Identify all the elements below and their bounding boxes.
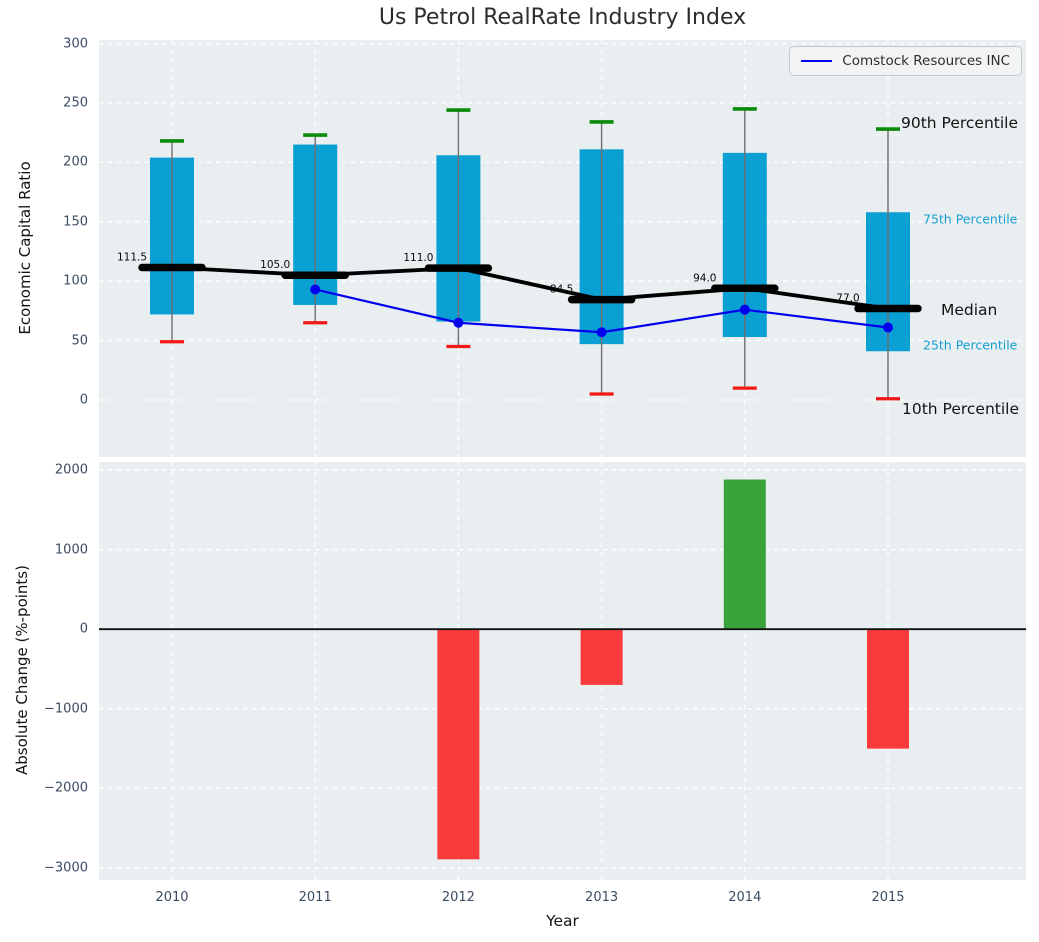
company-point-2012 [453,317,464,328]
box-2013 [579,120,624,396]
chart-title: Us Petrol RealRate Industry Index [378,5,747,30]
bottom-ytick-0: 0 [79,621,88,637]
annotation-75th-percentile: 75th Percentile [923,211,1018,227]
median-value-label: 111.5 [117,252,147,264]
xtick-2015: 2015 [871,890,905,905]
top-ytick-0: 0 [79,392,88,408]
top-ytick-50: 50 [71,333,88,349]
xtick-2013: 2013 [585,890,619,905]
annotation-median: Median [941,300,998,319]
change-bar-2014 [723,479,766,630]
median-line [171,265,889,311]
xtick-2010: 2010 [155,890,189,905]
bottom-ytick--1000: −1000 [44,701,88,717]
company-point-2014 [739,304,750,315]
xtick-2012: 2012 [441,890,475,905]
median-value-label: 94.0 [693,272,716,284]
bottom-ytick-1000: 1000 [54,542,88,558]
company-point-2013 [596,327,607,338]
bottom-y-axis-label: Absolute Change (%-points) [13,565,31,775]
bottom-panel-bars [99,462,1026,880]
box-2012 [436,108,481,349]
box-2015 [866,127,910,401]
top-panel-boxplot: 111.5 105.0 111.0 84.5 94.0 77.0 [99,40,1026,457]
bottom-ytick--3000: −3000 [44,860,88,876]
top-ytick-150: 150 [63,214,88,230]
legend: Comstock Resources INC [789,46,1022,76]
annotation-10th-percentile: 10th Percentile [902,400,1020,419]
annotation-90th-percentile: 90th Percentile [901,114,1019,133]
change-bar-2013 [580,629,623,685]
top-ytick-200: 200 [63,154,88,170]
bar-canvas [99,462,1026,880]
xtick-2014: 2014 [728,890,762,905]
top-ytick-250: 250 [63,95,88,111]
median-value-label: 77.0 [836,292,859,304]
box-2010 [150,139,194,344]
change-bar-2015 [867,629,909,749]
box-2014 [722,107,767,390]
company-point-2015 [883,322,893,333]
top-ytick-100: 100 [63,273,88,289]
legend-label: Comstock Resources INC [842,53,1010,69]
top-ytick-300: 300 [63,36,88,52]
line-swatch-icon [801,60,833,62]
median-value-label: 111.0 [403,252,433,264]
company-point-2011 [310,284,321,295]
bottom-ytick-2000: 2000 [54,462,88,478]
bottom-ytick--2000: −2000 [44,780,88,796]
median-value-label: 105.0 [260,259,290,271]
boxplot-canvas: 111.5 105.0 111.0 84.5 94.0 77.0 [99,40,1026,457]
x-axis-label: Year [546,912,579,930]
top-y-axis-label: Economic Capital Ratio [16,161,34,335]
xtick-2011: 2011 [298,890,332,905]
annotation-25th-percentile: 25th Percentile [923,337,1018,353]
change-bar-2012 [437,629,480,860]
box-2011 [293,133,338,325]
median-value-label: 84.5 [550,284,573,296]
